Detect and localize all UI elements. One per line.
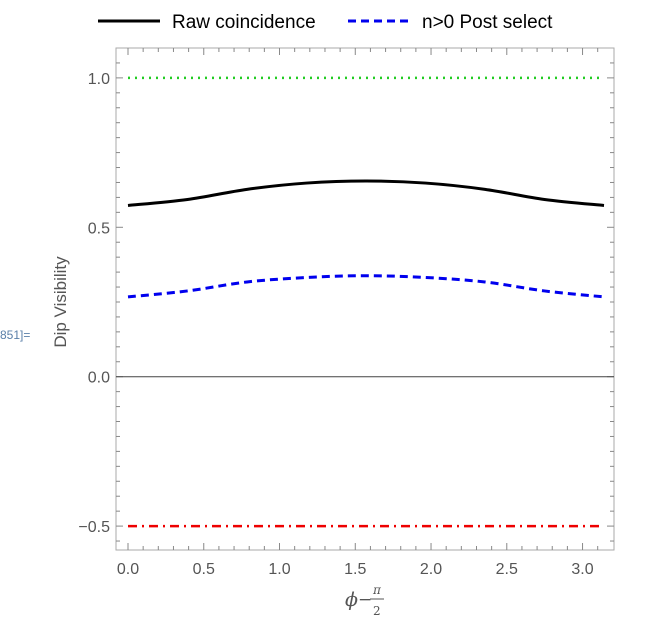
series-post-select [127,274,605,299]
x-tick-label: 1.0 [268,561,290,578]
y-tick-label: −0.5 [78,519,110,536]
x-axis-label: ϕ − π 2 [345,583,384,618]
x-axis-label-minus: − [358,590,372,610]
legend-label-post-select: n>0 Post select [422,12,553,33]
x-tick-label: 3.0 [571,561,593,578]
legend: Raw coincidence n>0 Post select [98,12,553,33]
x-axis-label-two: 2 [373,604,381,618]
x-tick-label: 1.5 [344,561,366,578]
plot-frame [115,47,615,551]
x-tick-label: 0.5 [193,561,215,578]
axis-tick-labels: 0.0 0.5 1.0 1.5 2.0 2.5 3.0 −0.5 0.0 0.5 1.0 [78,71,593,578]
y-tick-label: 0.5 [88,220,110,237]
series-raw-coincidence [127,179,605,207]
legend-label-raw-coincidence: Raw coincidence [172,12,316,33]
plot-series [127,76,605,528]
x-axis-label-phi: ϕ [345,589,358,611]
y-tick-label: 1.0 [88,71,110,88]
axis-ticks [116,48,614,550]
x-axis-label-pi: π [372,583,382,597]
y-tick-label: 0.0 [88,370,110,387]
y-axis-label: Dip Visibility [51,256,70,348]
x-tick-label: 2.5 [496,561,518,578]
x-tick-label: 2.0 [420,561,442,578]
x-tick-label: 0.0 [117,561,139,578]
cell-output-label: 851]= [0,328,30,342]
